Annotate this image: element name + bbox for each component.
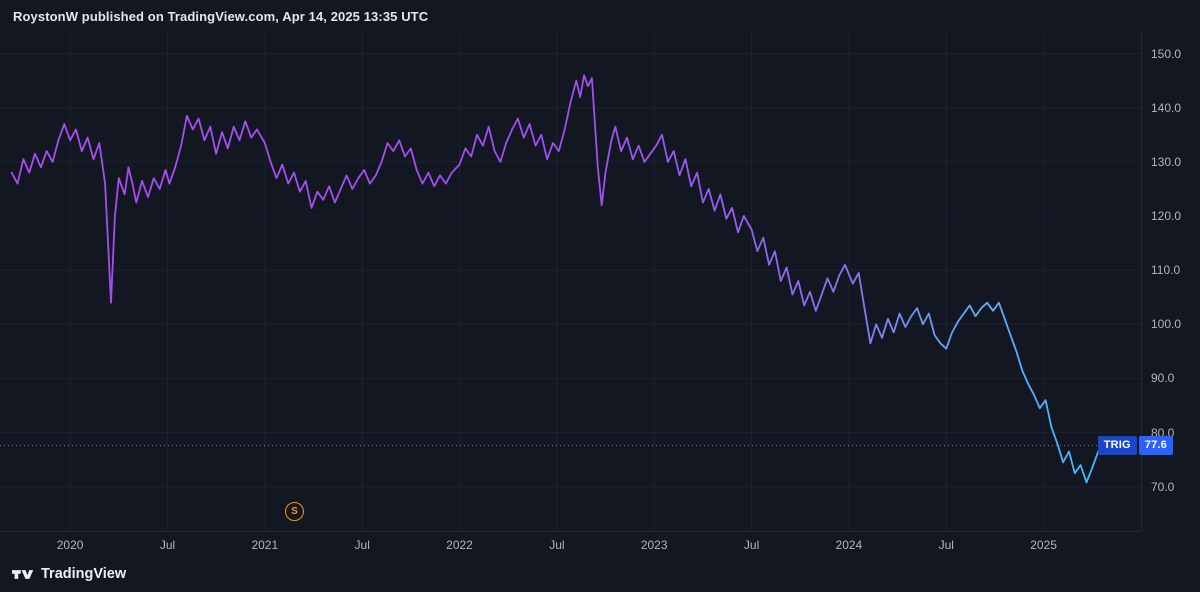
plot-area: TRIG 77.6 S [0,32,1173,530]
symbol-tag: TRIG [1097,436,1137,456]
time-axis-label: Jul [938,538,954,552]
price-axis-label: 140.0 [1151,100,1182,115]
last-price-label-group: TRIG 77.6 [1097,436,1173,456]
time-axis-label: Jul [549,538,565,552]
time-axis-label: Jul [159,538,176,552]
price-axis-label: 110.0 [1151,263,1181,278]
attribution-text: RoystonW published on TradingView.com, A… [13,8,429,24]
attribution-bar: RoystonW published on TradingView.com, A… [0,0,1200,32]
price-axis-label: 120.0 [1151,209,1182,223]
time-axis-label: Jul [354,538,370,552]
time-axis-label: 2022 [446,538,473,552]
tradingview-mark-icon [12,569,34,579]
chart-region: TRIG 77.6 S 150.0 140.0 130.0 120.0 110.0 100… [0,32,1200,556]
price-axis-label: 90.0 [1151,371,1175,386]
tradingview-logo-link[interactable]: TradingView [12,566,126,582]
price-axis-label: 70.0 [1151,479,1175,494]
time-axis-label: 2020 [56,538,84,552]
last-price-tag: 77.6 [1138,436,1173,456]
chart-canvas [0,32,1141,530]
split-event-label: S [291,506,298,517]
price-axis-label: 130.0 [1151,154,1182,169]
time-axis-label: 2024 [835,538,863,552]
time-axis-label: 2025 [1030,538,1057,552]
brand-text: TradingView [41,566,127,582]
price-axis: 150.0 140.0 130.0 120.0 110.0 100.0 90.0 80.0 70… [1141,32,1200,531]
price-line [10,74,1103,484]
time-axis-label: 2021 [251,538,279,552]
price-axis-label: 150.0 [1151,46,1182,61]
time-axis-label: Jul [743,538,760,552]
time-axis-label: 2023 [640,538,668,552]
time-axis: 2020 Jul 2021 Jul 2022 Jul 2023 Jul 2024 Jul 2025 [0,531,1141,557]
price-axis-label: 100.0 [1151,317,1182,332]
footer-bar: TradingView [0,556,1200,592]
split-event-marker: S [285,502,304,521]
